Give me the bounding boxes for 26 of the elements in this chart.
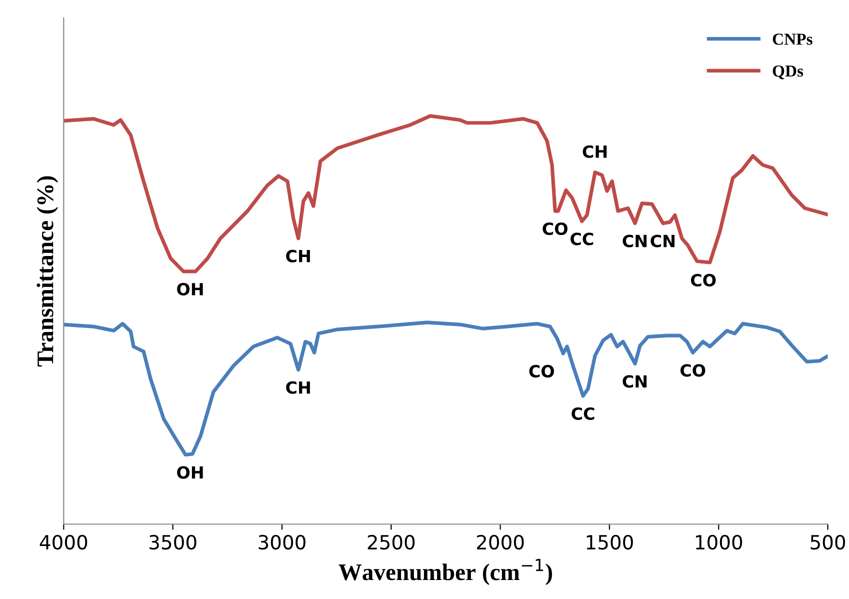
annotation: CC [570,232,594,246]
annotation: CO [542,222,568,236]
annotation: CH [582,145,607,158]
annotation: CN [650,234,675,248]
y-axis-title: Transmittance (%) [36,176,58,367]
annotation: CO [529,364,554,378]
annotation: CH [286,250,310,262]
annotation: OH [177,466,203,479]
annotation: OH [177,282,203,296]
annotation: CO [690,274,716,286]
x-tick-label: 2000 [476,534,524,550]
legend-label: CNPs [772,34,812,45]
x-tick-label: 500 [810,534,846,550]
x-tick-label: 3500 [150,534,196,550]
x-tick-label: 3000 [258,534,306,550]
annotation: CN [622,234,647,248]
x-axis-title: Wavenumber (cm$^{−1}$) [338,558,552,586]
x-tick-label: 1500 [586,534,633,550]
annotation: CN [622,375,647,388]
x-tick-label: 4000 [40,534,88,550]
annotation: CO [680,364,706,377]
x-tick-label: 1000 [696,534,742,550]
legend-label: QDs [772,65,804,80]
annotation: CC [572,407,594,420]
x-tick-label: 2500 [368,534,415,550]
annotation: CH [286,381,310,394]
